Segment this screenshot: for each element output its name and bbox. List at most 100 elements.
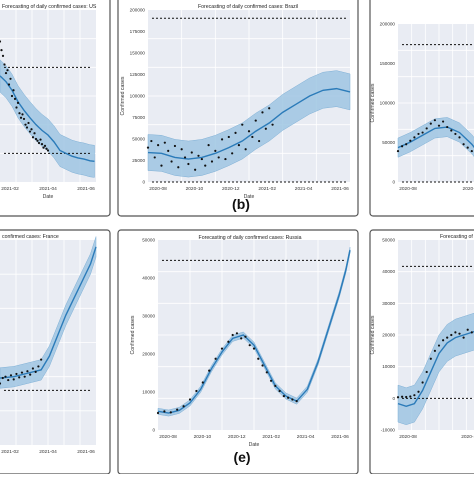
- data-point: [425, 127, 428, 130]
- x-tick-label: 2021-02: [258, 186, 276, 192]
- y-tick-label: 40000: [382, 269, 395, 274]
- data-point: [429, 357, 432, 360]
- x-tick-label: 2021-02: [1, 186, 19, 192]
- data-point: [413, 136, 416, 139]
- data-point: [417, 390, 420, 393]
- x-tick-label: 2021-02: [1, 449, 19, 455]
- y-tick-label: 200000: [130, 8, 146, 13]
- x-tick-label: 2020-08: [399, 434, 417, 440]
- data-point: [433, 119, 436, 122]
- data-point: [12, 89, 15, 92]
- data-point: [251, 135, 254, 139]
- y-tick-label: 0: [392, 180, 395, 185]
- data-point: [413, 394, 416, 397]
- data-point: [264, 127, 267, 130]
- data-point: [470, 331, 473, 334]
- data-point: [237, 144, 240, 147]
- chart-panel-d: confirmed cases: France 2021-02 2021-04 202…: [0, 229, 111, 475]
- data-point: [42, 146, 45, 149]
- data-point: [1, 54, 5, 57]
- data-point: [160, 164, 163, 167]
- forecast-line: [157, 250, 351, 414]
- data-point: [442, 120, 445, 123]
- data-point: [231, 333, 234, 337]
- data-point: [244, 335, 247, 338]
- y-axis-label: Confirmed cases: [370, 83, 376, 122]
- data-point: [258, 139, 261, 143]
- data-point: [224, 157, 227, 161]
- data-point: [0, 382, 2, 385]
- data-point: [240, 337, 243, 340]
- data-point: [43, 144, 47, 147]
- data-point: [15, 372, 18, 376]
- data-point: [7, 83, 11, 86]
- data-point: [417, 132, 420, 136]
- x-tick-label: 2020-1: [463, 186, 474, 192]
- data-point: [39, 138, 42, 141]
- data-point: [188, 398, 192, 401]
- data-point: [190, 151, 193, 154]
- data-point: [421, 381, 424, 384]
- data-point: [446, 125, 449, 129]
- y-tick-label: 100000: [380, 101, 396, 106]
- data-point: [271, 123, 274, 126]
- data-point: [9, 77, 12, 80]
- data-point: [425, 370, 428, 374]
- chart-title: Forecasting of d: [440, 234, 474, 240]
- y-tick-label: 50000: [382, 238, 395, 243]
- data-point: [180, 148, 183, 151]
- x-tick-label: 2021-04: [297, 434, 315, 440]
- data-point: [295, 400, 298, 403]
- data-point: [194, 168, 197, 171]
- x-axis-label: Date: [249, 442, 260, 448]
- data-point: [37, 365, 40, 368]
- data-point: [34, 137, 38, 141]
- data-point: [163, 141, 166, 144]
- data-point: [40, 143, 44, 146]
- x-tick-label: 2021-04: [39, 186, 57, 192]
- data-point: [28, 130, 32, 133]
- chart-title: Forecasting of daily confirmed cases: US: [2, 4, 97, 10]
- x-axis-label: Date: [43, 194, 54, 200]
- data-point: [234, 131, 237, 134]
- data-point: [248, 344, 251, 347]
- data-point: [37, 141, 41, 145]
- data-point: [409, 395, 412, 398]
- uncertainty-band: [397, 117, 474, 158]
- data-point: [291, 398, 294, 401]
- data-point: [10, 94, 14, 98]
- data-point: [409, 139, 412, 142]
- data-point: [244, 148, 247, 151]
- data-point: [429, 122, 432, 125]
- y-tick-label: 150000: [380, 61, 396, 66]
- data-point: [157, 144, 160, 147]
- data-point: [34, 370, 37, 373]
- data-point: [19, 116, 23, 119]
- data-point: [217, 156, 220, 159]
- data-point: [24, 123, 27, 126]
- data-point: [261, 364, 264, 367]
- data-point: [7, 378, 10, 382]
- chart-title: Forecasting of daily confirmed cases: Br…: [198, 4, 298, 10]
- x-tick-label: 2020-12: [228, 434, 246, 440]
- data-point: [45, 147, 48, 150]
- data-point: [153, 156, 156, 159]
- data-point: [214, 149, 217, 152]
- data-point: [22, 117, 26, 121]
- data-point: [210, 160, 214, 163]
- data-point: [195, 389, 198, 393]
- data-point: [268, 107, 271, 110]
- x-tick-label: 2021-06: [77, 449, 95, 455]
- data-point: [177, 166, 180, 169]
- data-point: [173, 144, 177, 148]
- data-point: [30, 128, 33, 131]
- data-point: [257, 357, 260, 360]
- data-point: [454, 331, 457, 334]
- data-point: [170, 160, 173, 163]
- data-point: [156, 411, 160, 415]
- x-tick-label: 2021-06: [77, 186, 95, 192]
- y-tick-label: 30000: [382, 301, 395, 306]
- data-point: [146, 146, 150, 149]
